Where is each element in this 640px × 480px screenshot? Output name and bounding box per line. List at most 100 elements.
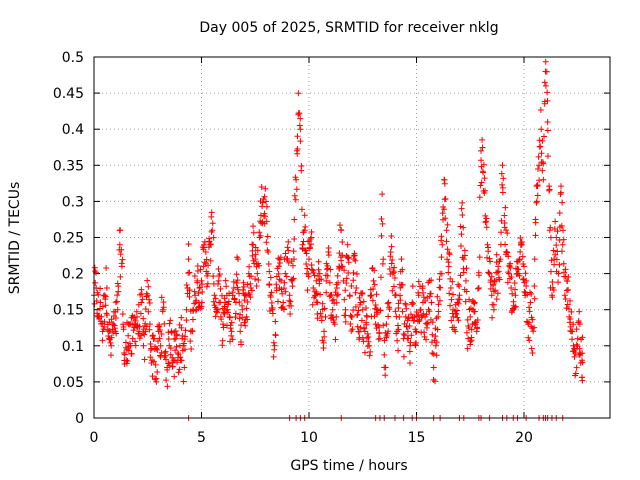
data-point xyxy=(167,317,174,324)
data-point xyxy=(420,289,427,296)
data-point xyxy=(221,303,228,310)
data-point xyxy=(547,268,554,275)
data-point xyxy=(441,180,448,187)
data-point xyxy=(444,256,451,263)
data-point xyxy=(343,275,350,282)
data-point xyxy=(494,269,501,276)
data-point xyxy=(140,342,147,349)
data-point xyxy=(226,313,233,320)
data-point xyxy=(349,313,355,320)
data-point xyxy=(172,335,179,342)
data-point xyxy=(103,285,110,292)
data-point xyxy=(557,183,564,190)
data-point xyxy=(515,266,522,273)
data-point xyxy=(397,297,404,304)
y-tick-label: 0.15 xyxy=(53,303,84,319)
data-point xyxy=(554,228,561,235)
y-tick-label: 0.25 xyxy=(53,231,84,247)
data-point xyxy=(178,324,185,331)
data-point xyxy=(356,328,363,335)
data-point xyxy=(265,261,272,268)
data-point xyxy=(457,223,464,230)
data-point xyxy=(429,350,436,357)
data-point xyxy=(477,182,484,189)
data-point xyxy=(448,317,455,324)
data-point xyxy=(316,270,323,277)
data-point xyxy=(199,288,206,295)
data-point xyxy=(313,289,320,296)
y-tick-label: 0.2 xyxy=(62,267,84,283)
data-point xyxy=(215,266,222,273)
data-point xyxy=(443,227,450,234)
data-point xyxy=(358,290,365,297)
data-point xyxy=(352,303,359,310)
data-point xyxy=(490,301,497,308)
data-point xyxy=(482,212,489,219)
data-point xyxy=(433,352,440,359)
x-tick-label: 15 xyxy=(408,430,426,446)
data-point xyxy=(315,258,322,265)
data-point xyxy=(278,286,285,293)
data-point xyxy=(288,302,295,309)
data-point xyxy=(385,328,392,335)
data-point xyxy=(250,229,257,236)
data-point xyxy=(459,212,466,219)
data-point xyxy=(106,335,113,342)
data-point xyxy=(475,285,482,292)
data-point xyxy=(142,328,149,335)
data-point xyxy=(516,256,523,263)
data-point xyxy=(512,286,519,293)
data-point xyxy=(439,210,446,217)
data-point xyxy=(335,279,342,286)
data-point xyxy=(333,299,340,306)
data-point xyxy=(488,292,495,299)
data-point xyxy=(493,251,500,258)
data-point xyxy=(382,364,389,371)
data-point xyxy=(220,324,227,331)
data-point xyxy=(196,285,203,292)
data-point xyxy=(352,257,359,264)
data-point xyxy=(544,89,551,96)
data-point xyxy=(474,285,481,292)
data-point xyxy=(458,231,465,238)
data-point xyxy=(149,373,156,380)
data-point xyxy=(146,299,153,306)
data-point xyxy=(248,287,255,294)
data-point xyxy=(445,263,452,270)
data-point xyxy=(350,269,357,276)
data-point xyxy=(181,364,188,371)
data-point xyxy=(542,82,549,89)
data-point xyxy=(324,265,331,272)
data-point xyxy=(279,290,286,297)
data-point xyxy=(108,342,115,349)
data-point xyxy=(325,245,332,252)
data-point xyxy=(249,247,256,254)
data-point xyxy=(272,318,279,325)
data-point xyxy=(538,150,545,157)
data-point xyxy=(394,337,401,344)
data-point xyxy=(114,280,121,287)
data-point xyxy=(379,260,386,267)
data-point xyxy=(482,219,489,226)
data-point xyxy=(101,292,108,299)
data-point xyxy=(244,316,251,323)
data-point xyxy=(569,328,576,335)
data-point xyxy=(395,300,402,307)
data-point xyxy=(338,227,345,234)
data-point xyxy=(366,342,373,349)
data-point xyxy=(508,285,515,292)
data-point xyxy=(441,206,448,213)
data-point xyxy=(474,324,481,331)
data-point xyxy=(518,239,525,246)
data-point xyxy=(297,138,304,145)
data-point xyxy=(389,270,396,277)
data-point xyxy=(257,232,264,239)
y-tick-label: 0.1 xyxy=(62,339,84,355)
data-point xyxy=(102,293,109,300)
data-point xyxy=(256,229,263,236)
data-point xyxy=(383,321,390,328)
data-point xyxy=(460,224,467,231)
data-point xyxy=(332,336,339,343)
data-point xyxy=(519,253,526,260)
data-point xyxy=(463,329,470,336)
